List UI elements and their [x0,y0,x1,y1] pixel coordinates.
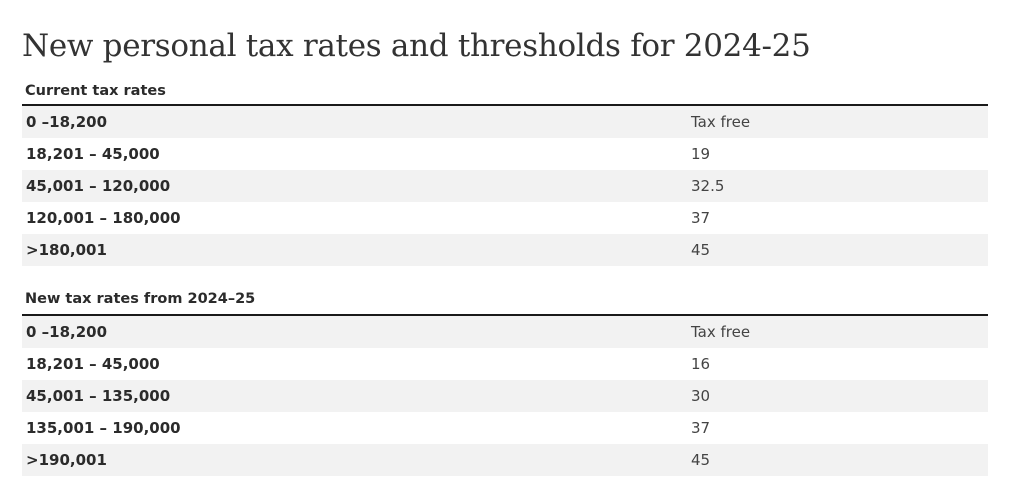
tax-rate-cell: 16 [691,348,988,380]
table-row: 120,001 – 180,000 37 [22,202,988,234]
income-range-cell: >190,001 [22,444,691,476]
new-tax-rates-section: New tax rates from 2024–25 0 –18,200 Tax… [22,266,988,476]
income-range-cell: 120,001 – 180,000 [22,202,691,234]
tax-rate-cell: Tax free [691,106,988,138]
table-row: 18,201 – 45,000 16 [22,348,988,380]
current-tax-rates-section: Current tax rates 0 –18,200 Tax free 18,… [22,68,988,266]
table-row: 0 –18,200 Tax free [22,316,988,348]
table-row: 0 –18,200 Tax free [22,106,988,138]
article-content: New personal tax rates and thresholds fo… [22,24,988,476]
income-range-cell: 45,001 – 135,000 [22,380,691,412]
income-range-cell: 45,001 – 120,000 [22,170,691,202]
new-tax-rates-table: 0 –18,200 Tax free 18,201 – 45,000 16 45… [22,316,988,476]
page-title: New personal tax rates and thresholds fo… [22,28,811,64]
income-range-cell: 0 –18,200 [22,106,691,138]
income-range-cell: 18,201 – 45,000 [22,138,691,170]
income-range-cell: >180,001 [22,234,691,266]
section-heading: New tax rates from 2024–25 [22,266,988,316]
tax-rate-cell: Tax free [691,316,988,348]
tax-rate-cell: 37 [691,412,988,444]
table-row: >180,001 45 [22,234,988,266]
tax-rate-cell: 19 [691,138,988,170]
income-range-cell: 18,201 – 45,000 [22,348,691,380]
income-range-cell: 135,001 – 190,000 [22,412,691,444]
table-row: 45,001 – 135,000 30 [22,380,988,412]
tax-rate-cell: 30 [691,380,988,412]
tax-rate-cell: 32.5 [691,170,988,202]
income-range-cell: 0 –18,200 [22,316,691,348]
table-row: 18,201 – 45,000 19 [22,138,988,170]
table-row: >190,001 45 [22,444,988,476]
tax-rate-cell: 37 [691,202,988,234]
table-row: 135,001 – 190,000 37 [22,412,988,444]
section-heading: Current tax rates [22,68,988,106]
table-row: 45,001 – 120,000 32.5 [22,170,988,202]
current-tax-rates-table: 0 –18,200 Tax free 18,201 – 45,000 19 45… [22,106,988,266]
tax-rate-cell: 45 [691,444,988,476]
tax-rate-cell: 45 [691,234,988,266]
